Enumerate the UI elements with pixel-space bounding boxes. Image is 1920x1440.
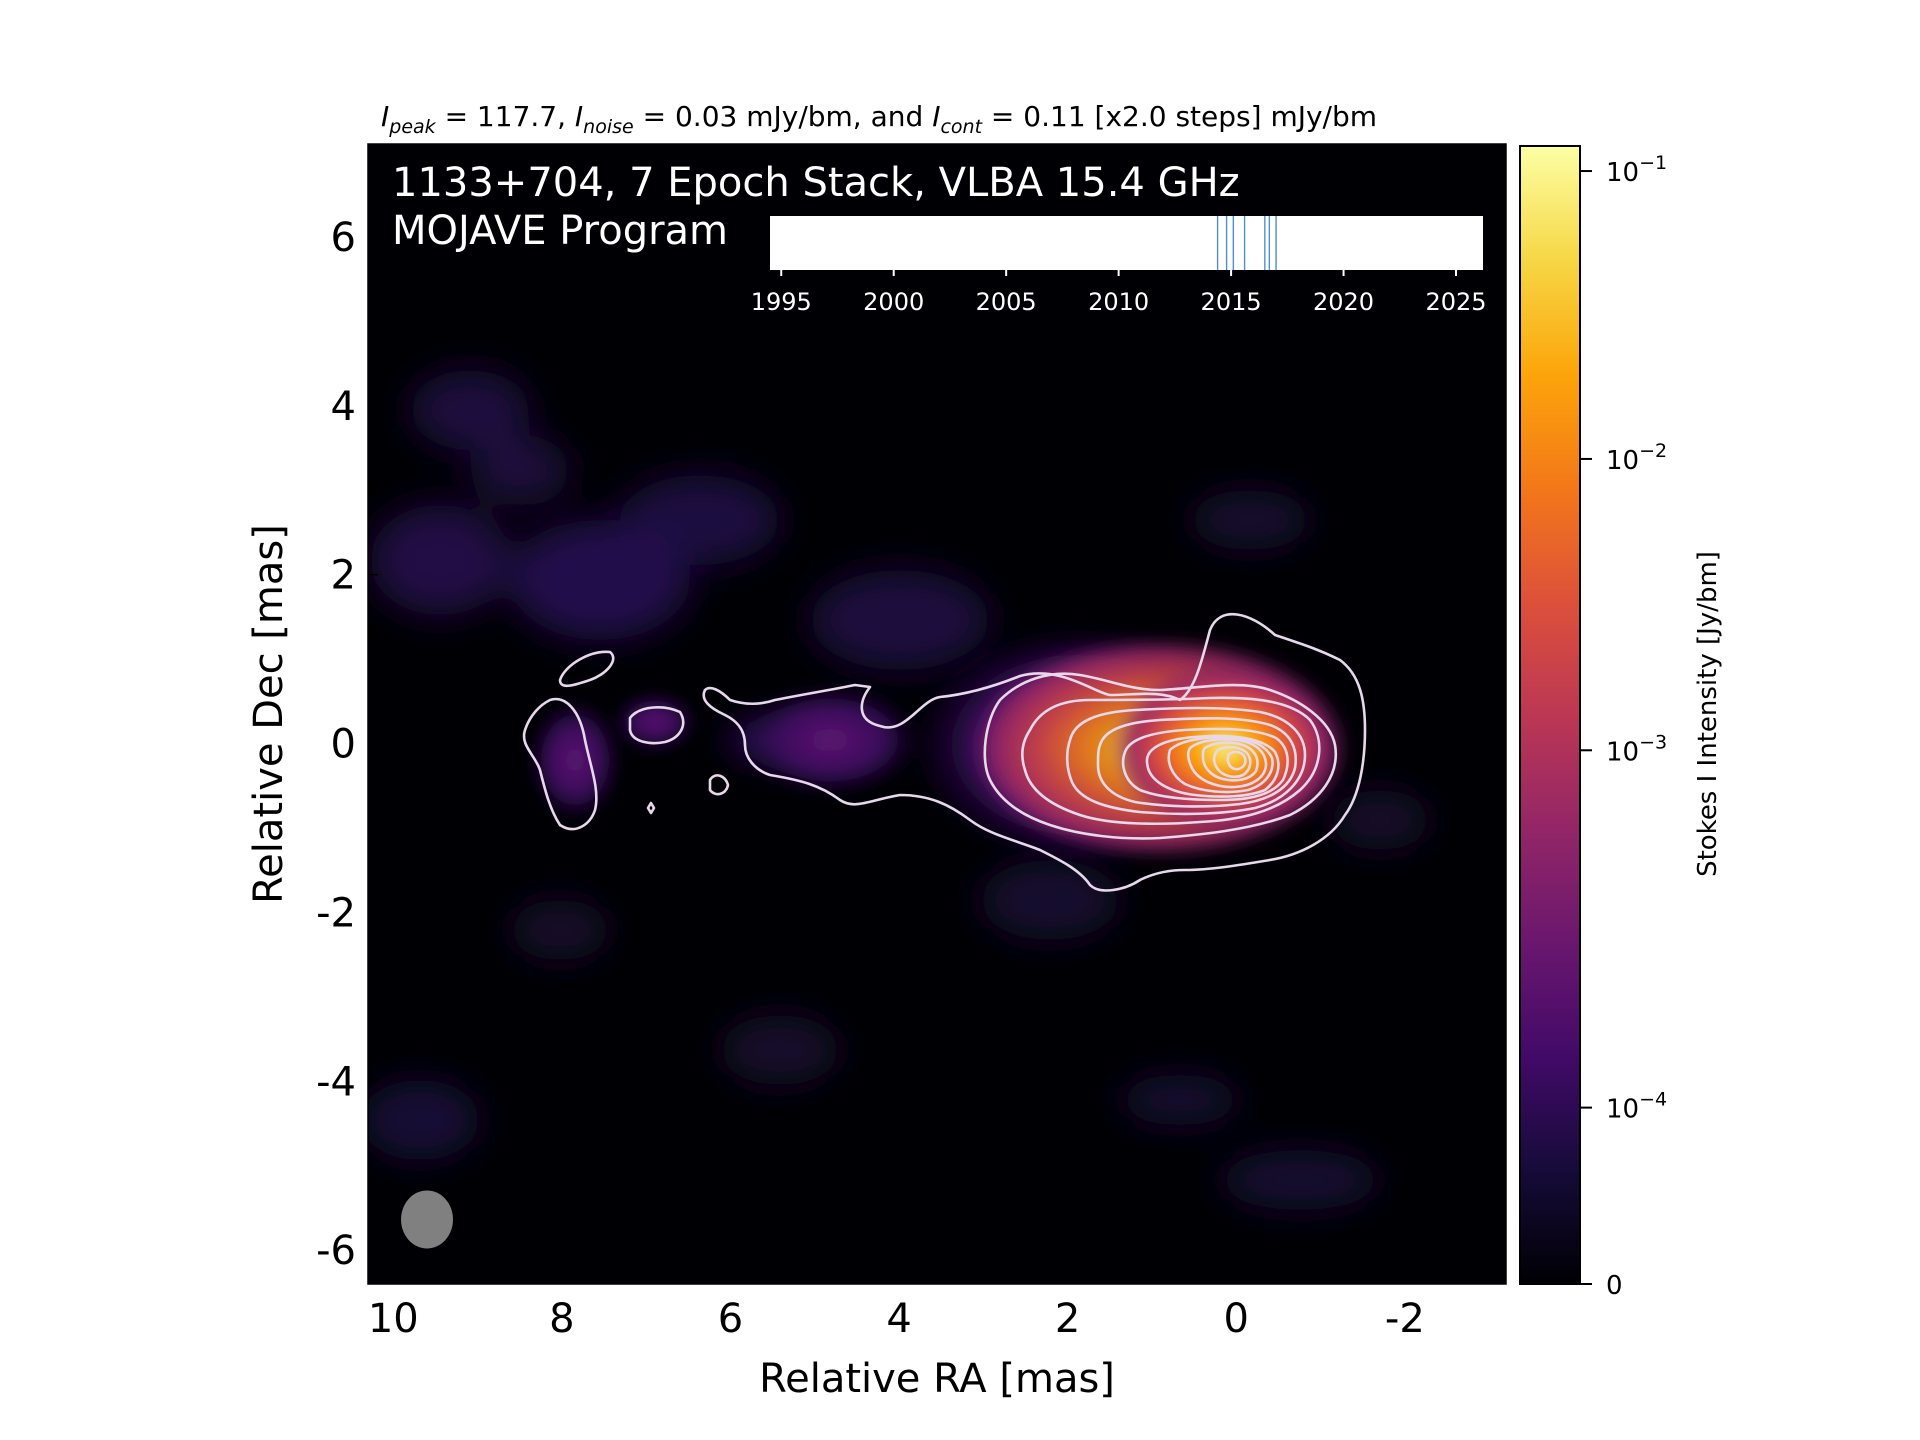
colorbar-tick-label: 10−4	[1606, 1089, 1667, 1125]
noise-symbol: I	[575, 100, 583, 133]
y-tick-label: 2	[331, 553, 356, 599]
timeline-year-label: 2015	[1201, 288, 1262, 316]
contour-knot-small	[708, 774, 730, 796]
y-tick-label: -2	[316, 890, 356, 936]
timeline-year-label: 2020	[1313, 288, 1374, 316]
contour-level-5	[1096, 717, 1297, 808]
y-tick-label: -6	[316, 1228, 356, 1274]
y-tick-label: 4	[331, 384, 356, 430]
timeline-box	[770, 216, 1483, 270]
contour-knot-upper	[558, 650, 615, 688]
x-tick-label: 8	[549, 1296, 574, 1342]
x-axis: 10 8 6 4 2 0 -2	[368, 144, 1425, 1342]
x-tick-label: 4	[886, 1296, 911, 1342]
y-axis-label: Relative Dec [mas]	[246, 524, 292, 904]
colorbar	[1519, 145, 1581, 1285]
noise-subscript: noise	[583, 116, 634, 138]
timeline-year-label: 2010	[1088, 288, 1149, 316]
x-tick-label: 10	[368, 1296, 419, 1342]
peak-text: = 117.7,	[436, 100, 575, 133]
x-tick-label: 6	[718, 1296, 743, 1342]
timeline-year-label: 2000	[863, 288, 924, 316]
epoch-timeline: 1995 2000 2005 2010 2015 2020 2025	[751, 216, 1487, 316]
plot-subtitle: MOJAVE Program	[392, 208, 728, 254]
intensity-map	[368, 144, 1506, 1284]
peak-subscript: peak	[388, 116, 436, 138]
cont-text: = 0.11 [x2.0 steps] mJy/bm	[982, 100, 1377, 133]
colorbar-label: Stokes I Intensity [Jy/bm]	[1693, 551, 1723, 877]
x-tick-label: 2	[1055, 1296, 1080, 1342]
contour-level-6	[1121, 727, 1289, 802]
y-tick-label: 0	[331, 722, 356, 768]
contour-level-3	[1020, 696, 1321, 826]
contour-level-11	[1212, 745, 1252, 779]
contour-level-4	[1065, 706, 1307, 816]
contour-level-10	[1201, 741, 1259, 782]
contour-knot-far	[522, 697, 598, 831]
contour-level-2	[983, 672, 1338, 840]
cont-symbol: I	[932, 100, 940, 133]
colorbar-tick-label: 0	[1606, 1271, 1623, 1301]
x-tick-label: 0	[1224, 1296, 1249, 1342]
peak-symbol: I	[381, 100, 389, 133]
contour-level-12	[1226, 750, 1247, 771]
contour-level-7	[1145, 734, 1280, 798]
y-tick-label: -4	[316, 1059, 356, 1105]
colorbar-tick-label: 10−2	[1606, 440, 1667, 476]
contour-level-1	[702, 613, 1367, 892]
header-stats: Ipeak = 117.7, Inoise = 0.03 mJy/bm, and…	[381, 100, 1377, 138]
x-tick-label: -2	[1385, 1296, 1425, 1342]
contour-level-9	[1186, 737, 1268, 789]
plot-title: 1133+704, 7 Epoch Stack, VLBA 15.4 GHz	[392, 160, 1240, 206]
noise-text: = 0.03 mJy/bm, and	[634, 100, 932, 133]
contour-knot-tiny	[646, 801, 656, 815]
contour-level-8	[1167, 735, 1274, 794]
x-axis-label: Relative RA [mas]	[759, 1356, 1115, 1402]
plot-frame	[367, 143, 1507, 1285]
timeline-year-label: 1995	[751, 288, 812, 316]
cont-subscript: cont	[940, 116, 983, 138]
contour-lines	[522, 613, 1367, 892]
beam-ellipse	[401, 1190, 454, 1249]
colorbar-tick-label: 10−3	[1606, 731, 1667, 767]
y-tick-label: 6	[331, 215, 356, 261]
timeline-year-label: 2005	[976, 288, 1037, 316]
colorbar-tick-label: 10−1	[1606, 152, 1667, 188]
contour-knot-middle	[628, 706, 685, 745]
timeline-year-label: 2025	[1425, 288, 1486, 316]
y-axis: 6 4 2 0 -2 -4 -6	[316, 215, 1506, 1274]
colorbar-ticks: 0 10−4 10−3 10−2 10−1	[1580, 152, 1667, 1301]
